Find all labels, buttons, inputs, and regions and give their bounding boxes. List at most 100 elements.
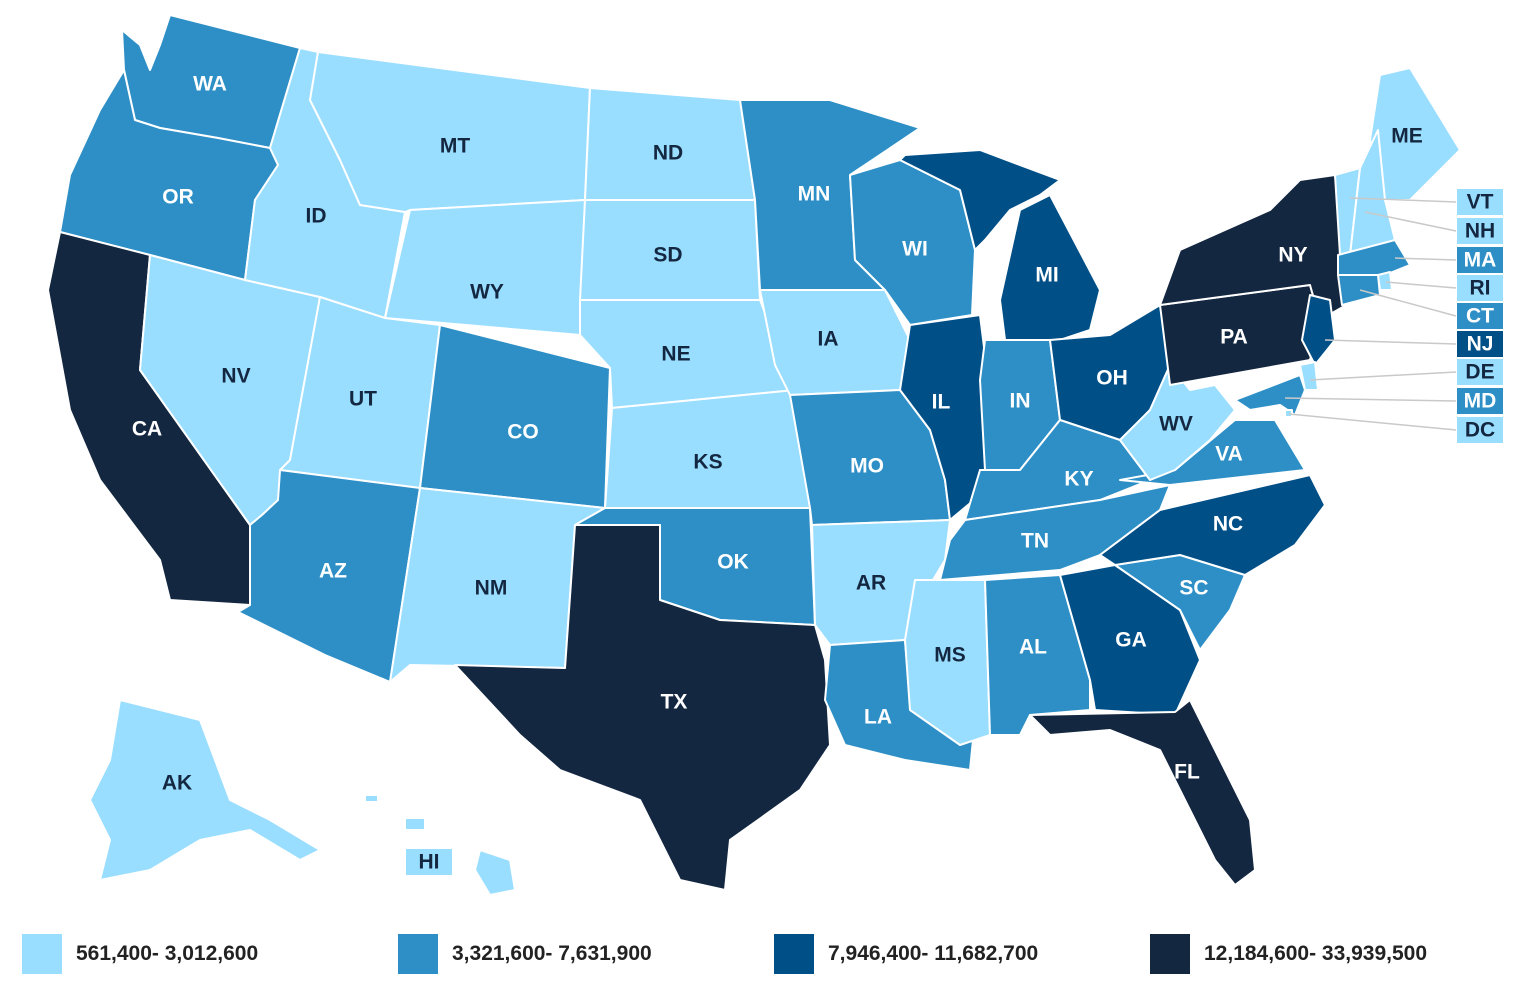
state-nc [1099,474,1326,576]
state-label-nv: NV [221,365,250,388]
state-label-id: ID [306,205,327,228]
state-label-az: AZ [319,560,347,583]
state-label-ny: NY [1278,244,1307,267]
state-label-me: ME [1391,125,1423,148]
state-label-nj: NJ [1467,333,1494,356]
legend-label-3: 7,946,400- 11,682,700 [828,942,1039,965]
label-box-nj [1457,331,1503,357]
state-label-or: OR [162,186,194,209]
state-label-ar: AR [856,572,886,595]
state-label-wy: WY [470,281,504,304]
legend-label-2: 3,321,600- 7,631,900 [452,942,652,965]
state-fl [1029,699,1256,886]
legend-item-4: 12,184,600- 33,939,500 [1150,934,1427,974]
state-label-tn: TN [1021,530,1049,553]
state-ct [1337,274,1381,306]
state-label-va: VA [1215,443,1243,466]
state-label-ri: RI [1470,277,1491,300]
leader-line-dc [1288,413,1457,431]
state-label-ma: MA [1464,249,1497,272]
state-nj [1301,294,1336,366]
state-md [1234,374,1306,416]
state-hi [364,794,516,896]
state-label-wi: WI [902,238,928,261]
state-wy [384,199,586,336]
state-label-sd: SD [653,244,682,267]
state-label-nh: NH [1465,220,1495,243]
state-label-md: MD [1464,390,1497,413]
label-box-hi [406,849,452,875]
label-box-md [1457,388,1503,414]
label-box-dc [1457,417,1503,443]
legend-swatch-2 [398,934,438,974]
state-ma [1337,239,1411,276]
state-tx [454,524,831,891]
state-label-pa: PA [1220,326,1248,349]
state-label-dc: DC [1465,419,1495,442]
state-mi [899,149,1101,341]
leader-line-ma [1394,257,1457,261]
state-label-nc: NC [1213,513,1243,536]
state-label-sc: SC [1179,577,1208,600]
leader-line-nj [1324,339,1457,345]
label-box-ma [1457,247,1503,273]
legend-item-2: 3,321,600- 7,631,900 [398,934,652,974]
state-label-ia: IA [818,328,839,351]
state-label-ne: NE [661,343,690,366]
state-mt [309,51,591,213]
state-nh [1349,129,1396,256]
state-label-in: IN [1010,390,1031,413]
state-label-fl: FL [1174,761,1200,784]
state-ks [604,389,811,509]
state-label-il: IL [932,391,951,414]
label-box-ct [1457,303,1503,329]
state-label-mn: MN [798,183,831,206]
state-label-nd: ND [653,142,683,165]
leader-line-md [1284,397,1457,402]
state-co [419,324,611,509]
state-wv [1119,364,1236,481]
state-de [1299,361,1319,391]
leader-line-vt [1349,197,1457,203]
label-box-ri [1457,275,1503,301]
state-label-tx: TX [661,691,688,714]
state-label-hi: HI [419,851,440,874]
state-label-ok: OK [717,551,749,574]
state-label-oh: OH [1096,367,1128,390]
state-label-mi: MI [1035,264,1058,287]
legend-item-1: 561,400- 3,012,600 [22,934,258,974]
state-label-ut: UT [349,388,377,411]
leader-line-nh [1364,211,1457,232]
state-label-ks: KS [693,451,722,474]
legend-label-1: 561,400- 3,012,600 [76,942,259,965]
state-label-ga: GA [1115,629,1147,652]
state-label-mt: MT [440,135,470,158]
state-label-wv: WV [1159,413,1193,436]
legend-label-4: 12,184,600- 33,939,500 [1204,942,1428,965]
us-choropleth-map: WA OR CA NV ID MT WY UT AZ CO NM ND SD NE KS OK TX MN IA MO… [47,14,1503,896]
state-label-wa: WA [193,73,227,96]
leader-line-de [1309,371,1457,381]
state-label-de: DE [1465,361,1494,384]
state-label-ca: CA [132,418,162,441]
state-label-la: LA [864,706,892,729]
state-ak [89,699,321,881]
legend-swatch-4 [1150,934,1190,974]
state-label-nm: NM [475,577,508,600]
state-dc [1284,409,1293,418]
legend-swatch-1 [22,934,62,974]
label-box-vt [1457,189,1503,215]
state-label-ky: KY [1064,468,1093,491]
state-label-co: CO [507,421,539,444]
legend: 561,400- 3,012,600 3,321,600- 7,631,900 … [0,928,1525,984]
label-box-nh [1457,218,1503,244]
state-label-ct: CT [1466,305,1494,328]
label-box-de [1457,359,1503,385]
state-label-vt: VT [1467,191,1494,214]
legend-item-3: 7,946,400- 11,682,700 [774,934,1038,974]
state-label-mo: MO [850,455,884,478]
leader-line-ri [1385,281,1457,289]
state-label-ms: MS [934,644,966,667]
state-label-ak: AK [162,772,192,795]
legend-swatch-3 [774,934,814,974]
